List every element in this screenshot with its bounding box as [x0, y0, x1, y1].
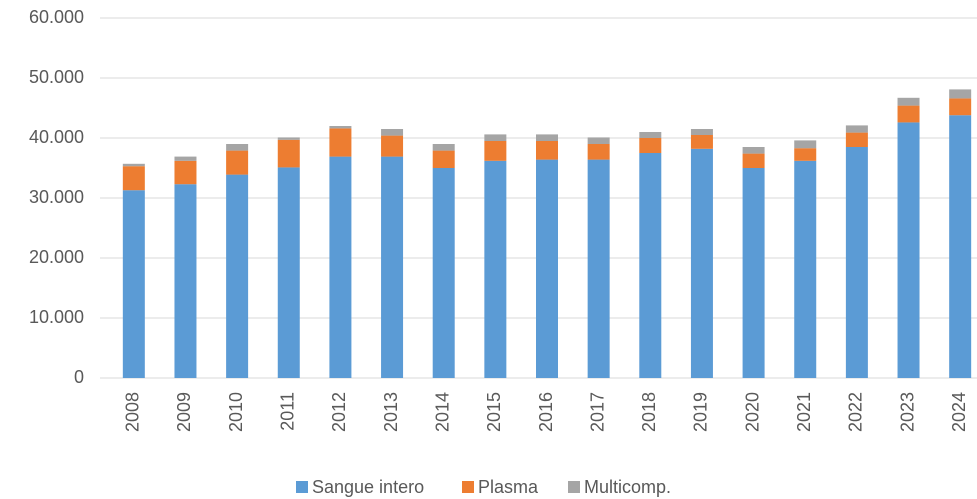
bar-segment [742, 168, 765, 378]
bar-segment [226, 174, 249, 378]
bar-segment [897, 122, 920, 379]
bar-segment [484, 141, 507, 161]
x-tick-label: 2018 [639, 392, 659, 432]
x-tick-label: 2008 [123, 392, 143, 432]
bar-segment [845, 132, 868, 147]
x-tick-label: 2009 [174, 392, 194, 432]
y-tick-label: 30.000 [29, 187, 84, 207]
legend-swatch [462, 481, 474, 493]
x-tick-label: 2021 [794, 392, 814, 432]
bar-segment [174, 160, 197, 185]
bar-segment [587, 137, 610, 144]
x-tick-label: 2016 [536, 392, 556, 432]
x-tick-label: 2020 [742, 392, 762, 432]
y-tick-label: 50.000 [29, 67, 84, 87]
y-tick-label: 10.000 [29, 307, 84, 327]
bar-segment [742, 153, 765, 168]
x-tick-label: 2014 [432, 392, 452, 432]
bar-segment [897, 97, 920, 106]
y-tick-label: 40.000 [29, 127, 84, 147]
x-tick-label: 2022 [846, 392, 866, 432]
x-tick-label: 2012 [329, 392, 349, 432]
bar-segment [122, 163, 145, 167]
bar-segment [432, 168, 455, 378]
legend-swatch [296, 481, 308, 493]
bar-segment [174, 156, 197, 161]
bar-segment [690, 135, 713, 149]
bar-segment [587, 144, 610, 160]
bar-segment [226, 150, 249, 175]
bar-segment [949, 89, 972, 99]
bar-segment [122, 190, 145, 378]
bar-segment [122, 166, 145, 191]
x-tick-label: 2019 [691, 392, 711, 432]
bar-segment [639, 138, 662, 153]
bar-segment [277, 139, 300, 168]
bar-segment [536, 159, 558, 378]
bar-segment [794, 160, 817, 378]
bar-segment [226, 144, 249, 151]
bar-segment [381, 156, 404, 378]
bar-segment [277, 137, 300, 140]
bar-segment [329, 128, 352, 157]
x-tick-label: 2013 [381, 392, 401, 432]
bar-segment [949, 115, 972, 378]
bar-segment [742, 147, 765, 154]
bar-segment [536, 141, 558, 160]
bar-segment [174, 184, 197, 378]
legend-swatch [568, 481, 580, 493]
legend-label: Multicomp. [584, 477, 671, 497]
bar-segment [690, 129, 713, 135]
x-tick-label: 2015 [484, 392, 504, 432]
bar-segment [381, 129, 404, 136]
bar-segment [484, 134, 507, 141]
y-tick-label: 20.000 [29, 247, 84, 267]
bar-segment [432, 150, 455, 168]
x-tick-label: 2023 [897, 392, 917, 432]
bar-segment [277, 167, 300, 378]
legend-label: Sangue intero [312, 477, 424, 497]
bar-segment [794, 140, 817, 149]
bar-segment [949, 98, 972, 116]
bar-segment [329, 156, 352, 378]
bar-segment [484, 160, 507, 378]
bar-segment [794, 148, 817, 161]
x-tick-label: 2017 [587, 392, 607, 432]
x-tick-label: 2010 [226, 392, 246, 432]
bar-segment [845, 125, 868, 133]
bar-segment [639, 153, 662, 378]
bar-segment [432, 144, 455, 151]
bar-segment [329, 126, 352, 129]
bar-segment [536, 134, 558, 141]
bar-segment [845, 147, 868, 378]
bar-segment [639, 132, 662, 138]
bar-segment [587, 159, 610, 378]
bar-segment [381, 135, 404, 157]
y-tick-label: 0 [74, 367, 84, 387]
x-tick-label: 2011 [278, 392, 298, 431]
y-tick-label: 60.000 [29, 7, 84, 27]
legend-label: Plasma [478, 477, 539, 497]
bar-segment [690, 148, 713, 378]
x-tick-label: 2024 [949, 392, 969, 432]
bar-segment [897, 105, 920, 123]
